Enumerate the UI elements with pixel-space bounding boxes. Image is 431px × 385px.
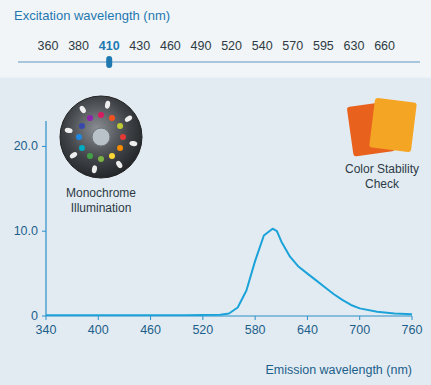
emission-line [46,229,412,315]
y-tick [42,231,46,232]
wheel-dot [79,145,85,151]
wheel-dot [109,153,115,159]
x-tick-label: 640 [297,323,318,337]
wheel-dot [79,123,85,129]
y-tick-label: 20.0 [14,139,38,153]
x-tick-label: 760 [402,323,423,337]
wheel-hole [104,100,110,109]
selector-tick-label: 520 [221,39,242,53]
wheel-hole [129,140,138,146]
selector-track [18,61,420,63]
chart-background [0,78,431,385]
wheel-dot [87,115,93,121]
x-tick-label: 580 [245,323,266,337]
wheel-dot [76,134,82,140]
wheel-dot [87,153,93,159]
wheel-dot [98,112,104,118]
y-tick [42,146,46,147]
selector-label: Excitation wavelength (nm) [14,8,170,23]
annotation: Monochrome Illumination [46,186,156,216]
wheel-hole [78,105,87,114]
x-tick-label: 460 [140,323,161,337]
wheel-hole [64,127,73,133]
x-tick [98,316,99,320]
selector-tick-label: 410 [99,39,120,53]
wheel-dot [109,115,115,121]
wheel-hub [92,128,110,146]
wheel-hole [115,160,124,169]
chart-canvas: Excitation wavelength (nm) 360 380 410 430 46… [0,0,431,385]
y-axis [45,121,46,316]
wheel-hole [69,151,78,160]
x-tick [255,316,256,320]
plot-area [46,229,412,315]
x-axis-label: Emission wavelength (nm) [265,363,412,377]
x-tick [46,316,47,320]
x-tick [359,316,360,320]
x-tick [202,316,203,320]
annotation: Color Stability Check [336,162,428,192]
x-tick [412,316,413,320]
y-tick-label: 10.0 [14,224,38,238]
wheel-dot [117,145,123,151]
wheel-dot [120,134,126,140]
x-tick [150,316,151,320]
selector-tick-label: 490 [191,39,212,53]
selector-background [0,0,431,76]
selector-tick-label: 660 [374,39,395,53]
selector-tick-label: 630 [344,39,365,53]
selector-tick-label: 570 [282,39,303,53]
wheel-hole [124,114,133,123]
wheel-icon [60,96,142,178]
selector-tick-label: 360 [38,39,59,53]
wheel-hole [91,165,97,174]
selector-tick-label: 540 [252,39,273,53]
x-tick [307,316,308,320]
x-tick-label: 700 [349,323,370,337]
selector-marker [106,56,112,68]
card-icon [369,98,417,153]
x-tick-label: 340 [36,323,57,337]
x-tick-label: 520 [192,323,213,337]
selector-tick-label: 460 [160,39,181,53]
x-tick-label: 400 [88,323,109,337]
selector-tick-label: 380 [68,39,89,53]
y-tick-label: 0 [31,309,38,323]
selector-tick-label: 430 [129,39,150,53]
selector-tick-label: 595 [313,39,334,53]
wheel-dot [117,123,123,129]
wheel-dot [98,156,104,162]
y-tick [42,316,46,317]
